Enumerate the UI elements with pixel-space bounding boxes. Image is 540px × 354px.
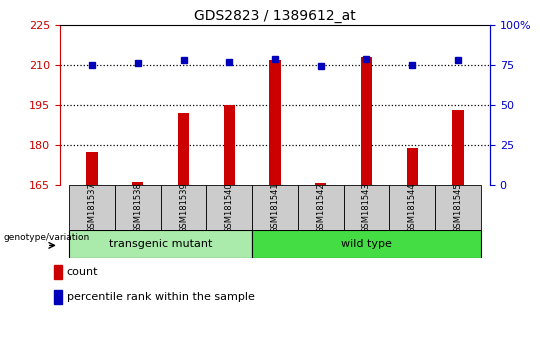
Bar [86,152,98,185]
Bar [206,185,252,230]
Bar [435,185,481,230]
Text: genotype/variation: genotype/variation [3,233,89,241]
Bar [453,110,464,185]
Text: GSM181539: GSM181539 [179,182,188,233]
Bar [55,290,62,304]
Text: GSM181537: GSM181537 [87,182,97,233]
Bar [69,185,115,230]
Text: GSM181540: GSM181540 [225,182,234,233]
Text: wild type: wild type [341,239,392,249]
Bar [115,185,160,230]
Bar [55,265,62,279]
Bar [269,60,281,185]
Text: GSM181544: GSM181544 [408,182,417,233]
Bar [343,185,389,230]
Bar [178,113,189,185]
Bar [389,185,435,230]
Text: GSM181545: GSM181545 [454,182,462,233]
Text: GSM181538: GSM181538 [133,182,142,233]
Bar [69,230,252,258]
Bar [298,185,343,230]
Bar [132,182,144,185]
Bar [160,185,206,230]
Text: GSM181541: GSM181541 [271,182,280,233]
Text: GSM181542: GSM181542 [316,182,325,233]
Bar [252,230,481,258]
Title: GDS2823 / 1389612_at: GDS2823 / 1389612_at [194,8,356,23]
Text: GSM181543: GSM181543 [362,182,371,233]
Text: count: count [67,267,98,277]
Bar [315,183,327,185]
Text: percentile rank within the sample: percentile rank within the sample [67,292,254,302]
Bar [224,105,235,185]
Bar [407,148,418,185]
Bar [361,57,372,185]
Text: transgenic mutant: transgenic mutant [109,239,212,249]
Bar [252,185,298,230]
